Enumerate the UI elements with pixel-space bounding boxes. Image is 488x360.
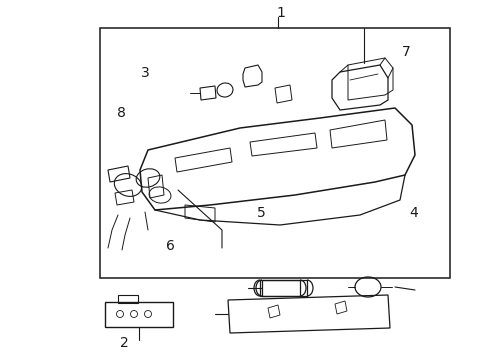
Bar: [260, 280, 299, 296]
Bar: [262, 280, 306, 296]
Text: 1: 1: [276, 6, 285, 19]
Text: 8: 8: [117, 107, 125, 120]
Bar: [105, 302, 173, 327]
Text: 3: 3: [141, 66, 150, 80]
Text: 6: 6: [165, 239, 174, 252]
Text: 4: 4: [408, 206, 417, 220]
Text: 5: 5: [257, 206, 265, 220]
Text: 7: 7: [401, 45, 409, 59]
Text: 2: 2: [120, 336, 129, 350]
Bar: [100, 28, 449, 278]
Bar: [118, 295, 138, 303]
